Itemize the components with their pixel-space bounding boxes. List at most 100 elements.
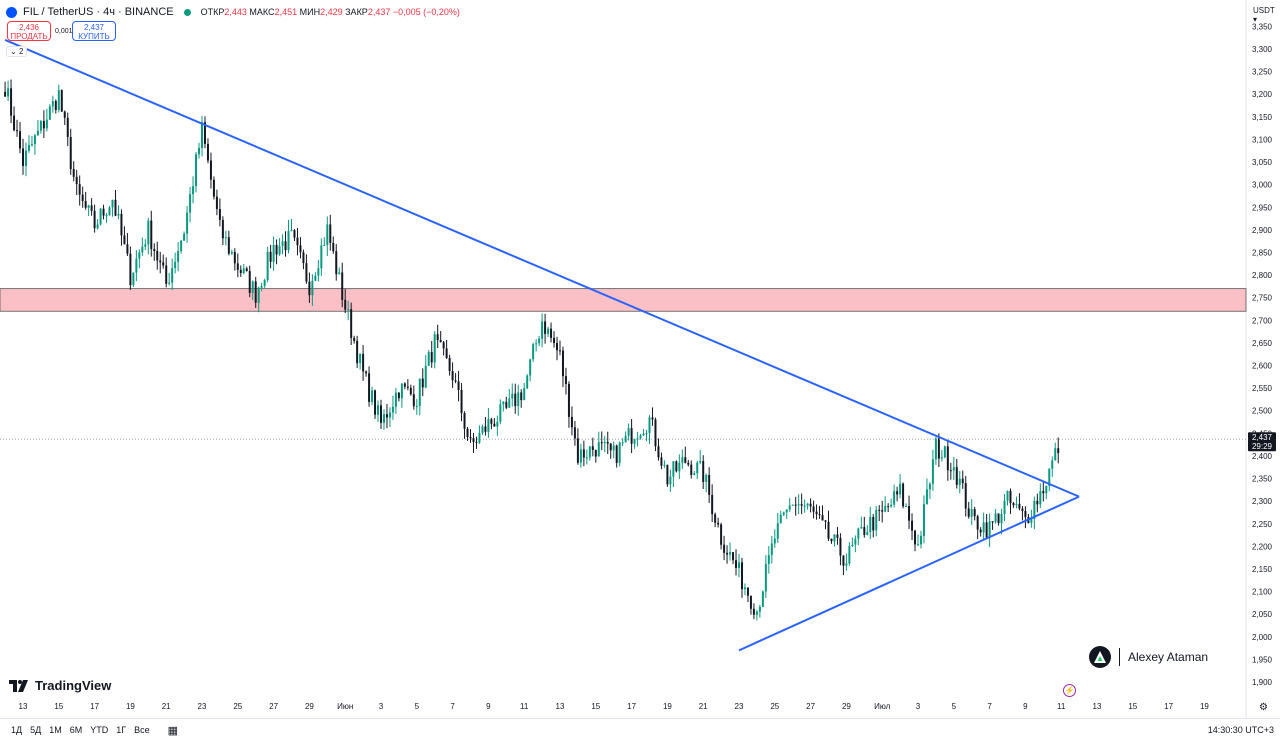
candle-body [451, 371, 454, 381]
candle-body [678, 462, 681, 472]
candle-body [403, 383, 406, 387]
candle-body [851, 544, 854, 546]
y-tick-label: 2,900 [1252, 226, 1273, 235]
symbol-title[interactable]: FIL / TetherUS · 4ч · BINANCE [23, 6, 174, 18]
x-tick-label: 19 [663, 702, 672, 711]
candle-body [174, 261, 177, 269]
candle-body [356, 340, 359, 364]
candle-body [973, 509, 976, 517]
candle-body [770, 543, 773, 556]
candle-body [99, 208, 102, 225]
candle-body [764, 563, 767, 592]
candle-body [105, 215, 108, 217]
candle-body [120, 213, 123, 236]
y-tick-label: 2,400 [1252, 452, 1273, 461]
timeframe-1m[interactable]: 1М [49, 725, 62, 735]
candle-body [362, 353, 365, 372]
gear-icon[interactable]: ⚙ [1259, 702, 1268, 713]
y-tick-label: 2,650 [1252, 339, 1273, 348]
x-tick-label: 29 [305, 702, 314, 711]
timeframe-ytd[interactable]: YTD [90, 725, 109, 735]
candle-body [872, 517, 875, 531]
candle-body [905, 505, 908, 507]
candle-body [365, 371, 368, 374]
candle-body [752, 608, 755, 615]
candle-body [377, 405, 380, 415]
clock-time[interactable]: 14:30:30 UTC+3 [1207, 725, 1274, 735]
candle-body [773, 538, 776, 544]
x-tick-label: 23 [735, 702, 744, 711]
candle-body [257, 287, 260, 303]
candle-body [93, 210, 96, 229]
candle-body [418, 378, 421, 406]
candle-body [681, 457, 684, 463]
candle-body [642, 433, 645, 436]
candle-body [779, 514, 782, 524]
y-tick-label: 2,550 [1252, 384, 1273, 393]
lightning-icon[interactable]: ⚡ [1063, 684, 1076, 697]
candle-body [454, 380, 457, 382]
candle-body [576, 438, 579, 463]
currency-selector[interactable]: USDT ▾ [1253, 6, 1275, 24]
candle-body [326, 224, 329, 245]
indicators-toggle[interactable]: ⌄ 2 [6, 46, 28, 57]
x-tick-label: 7 [987, 702, 992, 711]
timeframe-1y[interactable]: 1Г [116, 725, 127, 735]
candle-body [720, 524, 723, 545]
candle-body [212, 179, 215, 197]
candle-body [624, 435, 627, 443]
candle-body [1033, 500, 1036, 519]
sell-button[interactable]: 2,436 ПРОДАТЬ [7, 21, 51, 41]
candle-body [27, 144, 30, 151]
candle-body [388, 412, 391, 418]
candle-body [860, 527, 863, 529]
candle-body [171, 268, 174, 283]
candle-body [409, 387, 412, 395]
candle-body [338, 272, 341, 275]
timeframe-all[interactable]: Все [134, 725, 150, 735]
candle-body [875, 509, 878, 531]
candle-body [424, 365, 427, 388]
candle-body [371, 390, 374, 402]
candle-body [514, 393, 517, 407]
candle-body [925, 489, 928, 505]
timeframe-1d[interactable]: 1Д [11, 725, 23, 735]
candle-body [735, 560, 738, 568]
tv-logo-icon [9, 679, 28, 692]
candle-body [693, 473, 696, 475]
candle-body [788, 505, 791, 510]
candle-body [559, 350, 561, 352]
candle-body [1057, 448, 1060, 454]
candle-body [233, 252, 236, 264]
candle-body [967, 508, 970, 517]
calendar-icon[interactable]: ▦ [167, 724, 179, 737]
candle-body [833, 534, 836, 542]
candle-countdown: 29:29 [1252, 442, 1273, 451]
resistance-zone [0, 288, 1247, 312]
candle-body [797, 504, 800, 506]
candle-body [746, 587, 749, 596]
candle-body [332, 242, 335, 252]
buy-button[interactable]: 2,437 КУПИТЬ [72, 21, 116, 41]
candle-body [1048, 468, 1051, 486]
candle-body [108, 207, 111, 216]
x-tick-label: 25 [233, 702, 242, 711]
candle-body [523, 388, 526, 401]
timeframe-6m[interactable]: 6М [69, 725, 83, 735]
candle-body [839, 537, 842, 556]
candle-body [147, 220, 150, 245]
candle-body [129, 253, 132, 286]
candle-body [96, 224, 99, 229]
candle-body [78, 184, 81, 195]
y-tick-label: 2,700 [1252, 316, 1273, 325]
y-tick-label: 2,750 [1252, 294, 1273, 303]
timeframe-5d[interactable]: 5Д [30, 725, 42, 735]
candle-body [1021, 508, 1024, 511]
candle-body [1006, 490, 1009, 501]
candle-body [708, 474, 711, 495]
candle-body [448, 358, 451, 372]
candle-body [672, 461, 675, 477]
candle-body [645, 433, 648, 435]
candle-body [198, 147, 201, 155]
